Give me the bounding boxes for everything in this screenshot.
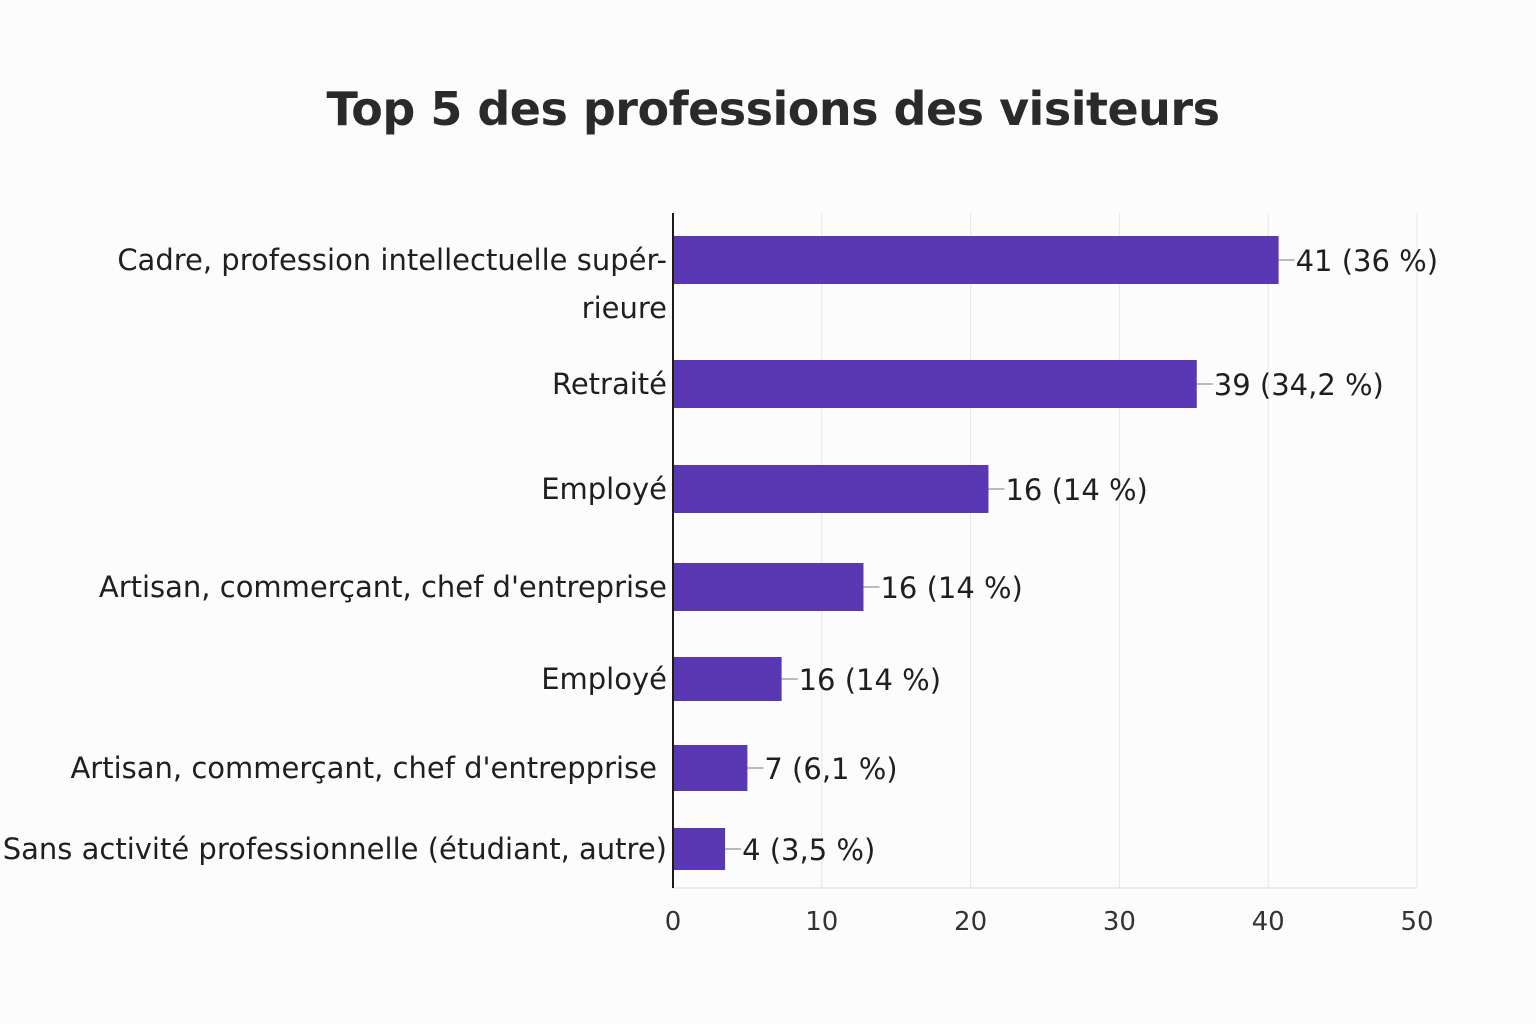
bar-3: [673, 563, 864, 611]
category-label-line: Cadre, profession intellectuelle supér-: [117, 243, 667, 277]
value-label-3: 16 (14 %): [880, 571, 1022, 605]
chart-title: Top 5 des professions des visiteurs: [326, 82, 1220, 136]
category-label-4: Employé: [541, 662, 667, 696]
bar-4: [673, 657, 782, 701]
category-label-1: Retraité: [552, 367, 667, 401]
x-tick-label-2: 20: [954, 907, 987, 937]
bar-6: [673, 828, 726, 870]
x-tick-label-4: 40: [1252, 907, 1285, 937]
category-label-0: Cadre, profession intellectuelle supér-r…: [117, 243, 667, 325]
value-label-0: 41 (36 %): [1296, 244, 1438, 278]
category-label-6: Sans activité professionnelle (étudiant,…: [3, 832, 667, 866]
category-label-line: rieure: [582, 291, 667, 325]
value-label-2: 16 (14 %): [1005, 473, 1147, 507]
value-label-6: 4 (3,5 %): [742, 833, 875, 867]
bar-0: [673, 236, 1279, 284]
bar-2: [673, 465, 989, 513]
value-label-1: 39 (34,2 %): [1214, 368, 1384, 402]
value-label-4: 16 (14 %): [799, 663, 941, 697]
x-tick-label-1: 10: [805, 907, 838, 937]
x-tick-label-5: 50: [1400, 907, 1433, 937]
category-label-2: Employé: [541, 472, 667, 506]
bar-5: [673, 745, 748, 791]
value-label-5: 7 (6,1 %): [764, 752, 897, 786]
category-label-5: Artisan, commerçant, chef d'entrepprise: [70, 751, 657, 785]
x-tick-label-3: 30: [1103, 907, 1136, 937]
bar-1: [673, 360, 1197, 408]
category-label-3: Artisan, commerçant, chef d'entreprise: [99, 570, 667, 604]
x-tick-label-0: 0: [665, 907, 682, 937]
